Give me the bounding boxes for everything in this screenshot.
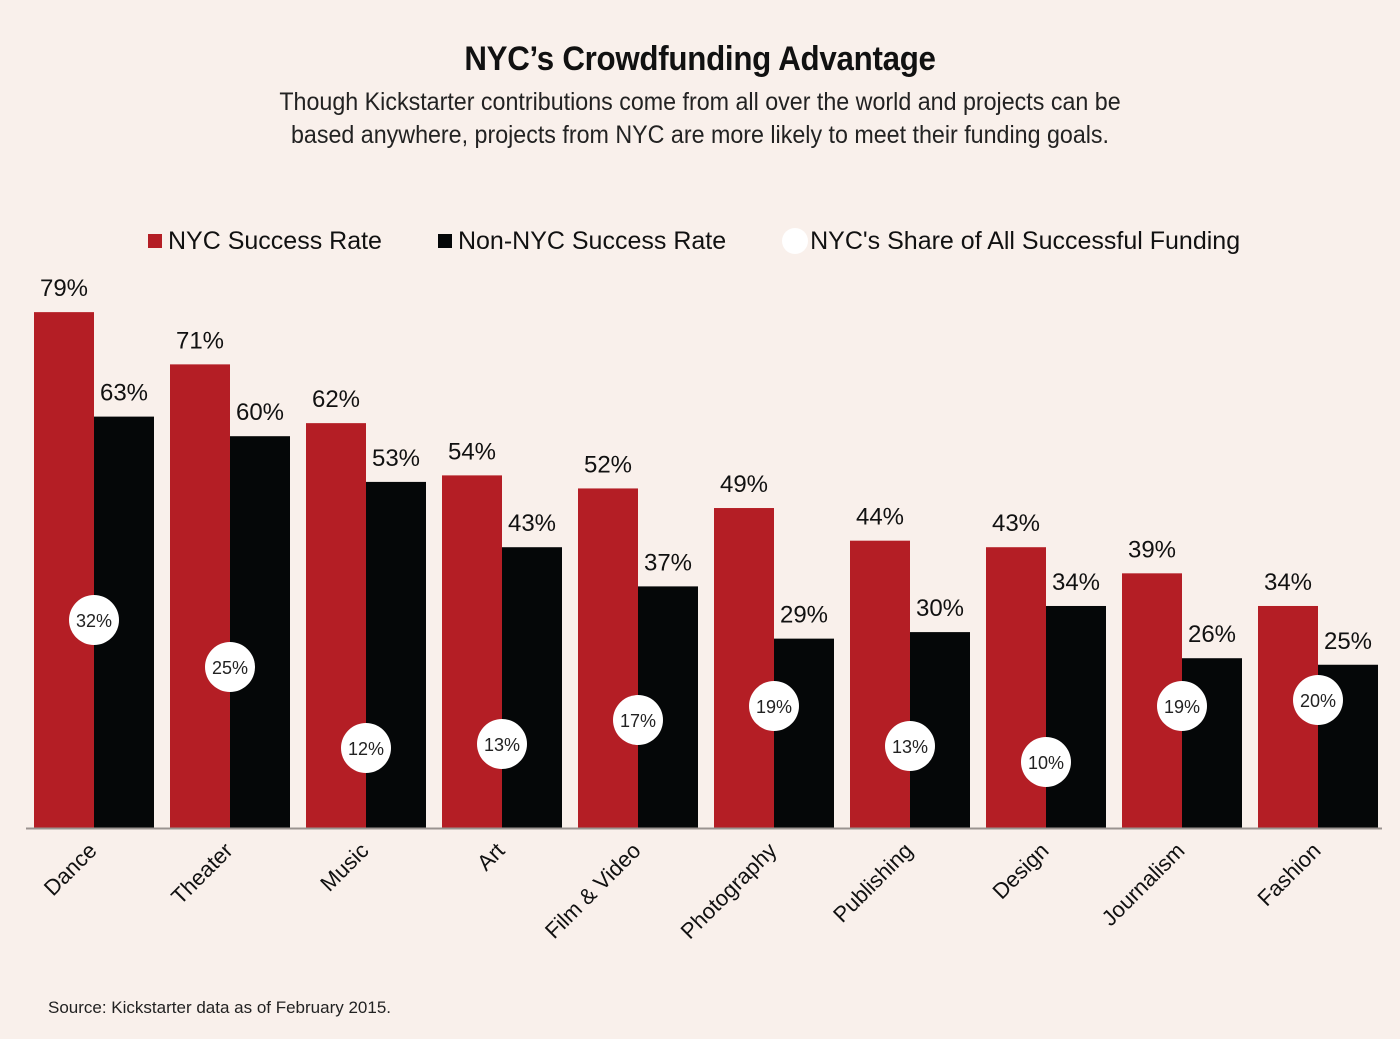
share-circle-9 bbox=[1293, 675, 1343, 725]
legend-label-non-nyc: Non-NYC Success Rate bbox=[457, 226, 727, 255]
nyc-swatch-icon bbox=[148, 234, 162, 248]
share-circle-7 bbox=[1021, 737, 1071, 787]
legend-item-share[interactable]: NYC's Share of All Successful Funding bbox=[782, 227, 1240, 256]
data-label-nyc-9: 34% bbox=[1264, 569, 1312, 596]
data-label-non-nyc-8: 26% bbox=[1188, 621, 1236, 648]
category-label-8: Journalism bbox=[1097, 838, 1190, 931]
share-label-2: 12% bbox=[348, 739, 384, 759]
share-label-6: 13% bbox=[892, 737, 928, 757]
category-label-2: Music bbox=[315, 838, 373, 896]
share-label-3: 13% bbox=[484, 735, 520, 755]
share-circle-0 bbox=[69, 595, 119, 645]
share-label-9: 20% bbox=[1300, 691, 1336, 711]
category-label-4: Film & Video bbox=[540, 838, 646, 944]
category-label-0: Dance bbox=[39, 838, 102, 901]
data-label-nyc-1: 71% bbox=[176, 327, 224, 354]
share-circle-icon bbox=[782, 228, 809, 254]
data-label-non-nyc-9: 25% bbox=[1324, 628, 1372, 655]
legend: NYC Success Rate Non-NYC Success Rate NY… bbox=[148, 224, 1296, 258]
bar-nyc-1 bbox=[170, 364, 230, 828]
category-label-3: Art bbox=[472, 838, 510, 876]
data-label-nyc-5: 49% bbox=[720, 471, 768, 498]
data-label-non-nyc-1: 60% bbox=[236, 399, 284, 426]
subtitle-line-1: Though Kickstarter contributions come fr… bbox=[279, 88, 1121, 116]
share-label-1: 25% bbox=[212, 658, 248, 678]
bar-non-nyc-5 bbox=[774, 638, 834, 828]
data-label-nyc-4: 52% bbox=[584, 451, 632, 478]
data-label-non-nyc-5: 29% bbox=[780, 602, 828, 629]
data-label-nyc-3: 54% bbox=[448, 438, 496, 465]
bar-nyc-6 bbox=[850, 540, 910, 828]
bar-nyc-3 bbox=[442, 475, 502, 828]
bar-non-nyc-1 bbox=[230, 436, 290, 828]
share-label-8: 19% bbox=[1164, 697, 1200, 717]
category-label-5: Photography bbox=[676, 838, 782, 944]
share-circle-8 bbox=[1157, 681, 1207, 731]
legend-label-share: NYC's Share of All Successful Funding bbox=[810, 226, 1241, 255]
category-label-9: Fashion bbox=[1253, 838, 1326, 911]
bar-non-nyc-2 bbox=[366, 481, 426, 828]
bar-nyc-4 bbox=[578, 488, 638, 828]
bar-nyc-0 bbox=[34, 312, 94, 828]
data-label-nyc-0: 79% bbox=[40, 275, 88, 302]
data-label-non-nyc-4: 37% bbox=[644, 549, 692, 576]
data-label-non-nyc-6: 30% bbox=[916, 595, 964, 622]
bar-non-nyc-3 bbox=[502, 547, 562, 828]
category-label-1: Theater bbox=[166, 838, 237, 909]
share-circle-4 bbox=[613, 695, 663, 745]
share-label-0: 32% bbox=[76, 611, 112, 631]
share-label-4: 17% bbox=[620, 711, 656, 731]
category-label-7: Design bbox=[987, 838, 1053, 904]
share-circle-2 bbox=[341, 723, 391, 773]
data-label-non-nyc-2: 53% bbox=[372, 445, 420, 472]
category-label-6: Publishing bbox=[828, 838, 917, 927]
bar-nyc-7 bbox=[986, 547, 1046, 828]
share-circle-3 bbox=[477, 719, 527, 769]
data-label-non-nyc-0: 63% bbox=[100, 380, 148, 407]
legend-label-nyc: NYC Success Rate bbox=[168, 226, 382, 255]
data-label-nyc-7: 43% bbox=[992, 510, 1040, 537]
legend-item-nyc[interactable]: NYC Success Rate bbox=[148, 227, 382, 256]
source-note: Source: Kickstarter data as of February … bbox=[48, 998, 392, 1017]
data-label-nyc-6: 44% bbox=[856, 504, 904, 531]
bar-nyc-5 bbox=[714, 508, 774, 828]
data-label-non-nyc-3: 43% bbox=[508, 510, 556, 537]
subtitle-line-2: based anywhere, projects from NYC are mo… bbox=[290, 121, 1109, 149]
share-circle-1 bbox=[205, 642, 255, 692]
chart-title: NYC’s Crowdfunding Advantage bbox=[464, 40, 936, 78]
share-label-7: 10% bbox=[1028, 753, 1064, 773]
bar-non-nyc-7 bbox=[1046, 605, 1106, 828]
share-label-5: 19% bbox=[756, 697, 792, 717]
data-label-nyc-2: 62% bbox=[312, 386, 360, 413]
data-label-nyc-8: 39% bbox=[1128, 536, 1176, 563]
legend-item-non-nyc[interactable]: Non-NYC Success Rate bbox=[437, 226, 727, 256]
chart-subtitle: Though Kickstarter contributions come fr… bbox=[189, 86, 1212, 152]
share-circle-6 bbox=[885, 721, 935, 771]
data-label-non-nyc-7: 34% bbox=[1052, 569, 1100, 596]
share-circle-5 bbox=[749, 681, 799, 731]
non-nyc-swatch-icon bbox=[437, 234, 452, 248]
